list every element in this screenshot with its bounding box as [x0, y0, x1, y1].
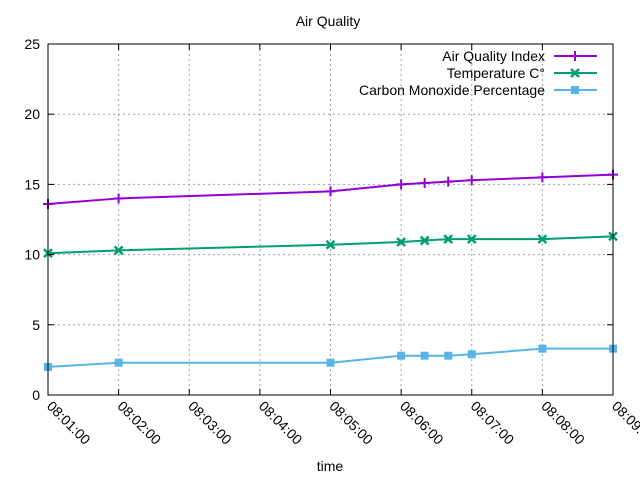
legend-label: Temperature C°	[447, 65, 545, 81]
data-point-marker	[537, 234, 548, 245]
x-tick-label: 08:03:00	[185, 398, 235, 448]
data-point-marker	[419, 177, 430, 188]
series-2	[44, 344, 617, 371]
y-tick-label: 0	[32, 387, 40, 403]
data-point-marker	[443, 234, 454, 245]
x-tick-label: 08:05:00	[326, 398, 376, 448]
legend-marker	[570, 51, 580, 61]
data-point-marker	[396, 179, 407, 190]
data-point-marker	[325, 239, 336, 250]
data-point-marker	[396, 237, 407, 247]
data-point-marker	[420, 351, 429, 360]
y-tick-label: 15	[24, 176, 40, 192]
x-tick-label: 08:09:00	[609, 398, 640, 448]
legend-marker	[571, 86, 579, 94]
data-point-marker	[113, 245, 124, 256]
x-tick-label: 08:06:00	[397, 398, 447, 448]
data-point-marker	[114, 358, 123, 367]
data-point-marker	[467, 350, 476, 359]
y-tick-label: 25	[24, 36, 40, 52]
data-point-marker	[326, 358, 335, 367]
x-tick-label: 08:08:00	[538, 398, 588, 448]
series-1	[43, 231, 618, 259]
legend-label: Air Quality Index	[442, 48, 545, 64]
y-tick-label: 10	[24, 247, 40, 263]
x-axis-ticks: 08:01:00 08:02:00 08:03:00 08:04:00 08:05:00…	[44, 44, 640, 448]
x-tick-label: 08:02:00	[115, 398, 165, 448]
data-point-marker	[444, 351, 453, 360]
data-point-marker	[466, 175, 477, 186]
data-point-marker	[537, 172, 548, 183]
series-layer	[43, 169, 618, 371]
grid	[48, 44, 613, 395]
y-tick-label: 5	[32, 317, 40, 333]
y-tick-label: 20	[24, 106, 40, 122]
x-tick-label: 08:04:00	[256, 398, 306, 448]
data-point-marker	[325, 186, 336, 197]
chart-title: Air Quality	[296, 13, 361, 29]
data-point-marker	[443, 176, 454, 187]
x-tick-label: 08:01:00	[44, 398, 94, 448]
data-point-marker	[397, 351, 406, 360]
data-point-marker	[466, 234, 477, 245]
x-tick-label: 08:07:00	[468, 398, 518, 448]
y-axis-ticks: 0 5 10 15 20 25	[24, 36, 613, 403]
data-point-marker	[538, 344, 547, 353]
data-point-marker	[113, 193, 124, 204]
legend-label: Carbon Monoxide Percentage	[359, 82, 545, 98]
data-point-marker	[419, 235, 430, 246]
legend-marker	[570, 68, 580, 78]
x-axis-label: time	[317, 458, 344, 474]
